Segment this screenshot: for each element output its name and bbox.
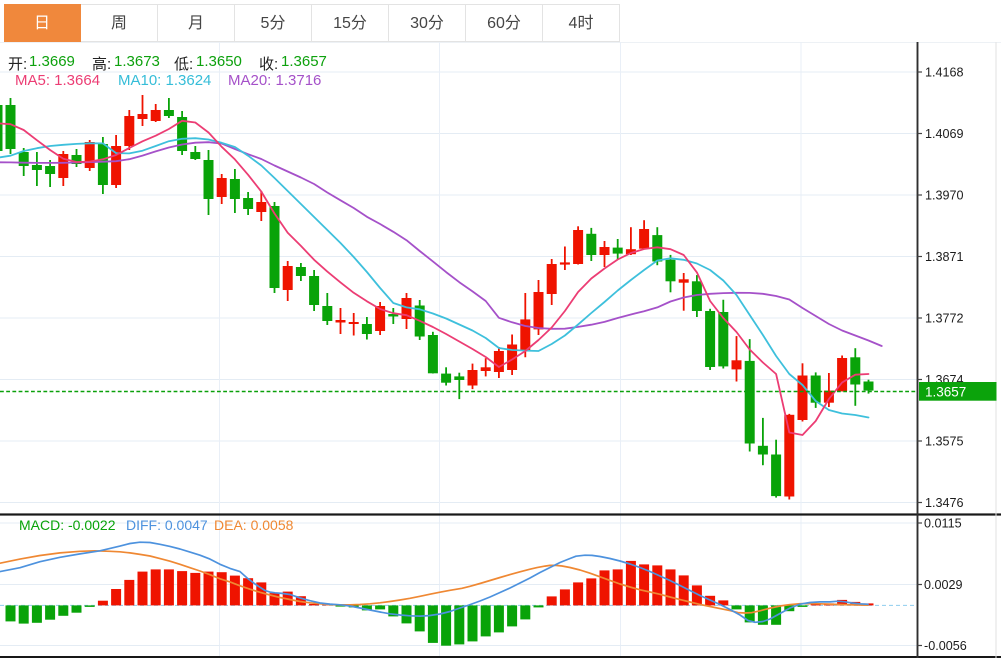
svg-text:1.4069: 1.4069 [925, 127, 964, 141]
svg-text:0.0115: 0.0115 [924, 517, 962, 531]
svg-text:1.3575: 1.3575 [925, 435, 964, 449]
svg-text:1.3657: 1.3657 [925, 385, 966, 400]
svg-text:1.3476: 1.3476 [925, 496, 964, 510]
svg-text:1.3970: 1.3970 [925, 189, 964, 203]
svg-text:0.0029: 0.0029 [924, 578, 963, 592]
svg-text:1.4168: 1.4168 [925, 66, 964, 80]
svg-text:1.3871: 1.3871 [925, 250, 964, 264]
svg-text:-0.0056: -0.0056 [924, 639, 967, 653]
svg-text:1.3772: 1.3772 [925, 312, 964, 326]
